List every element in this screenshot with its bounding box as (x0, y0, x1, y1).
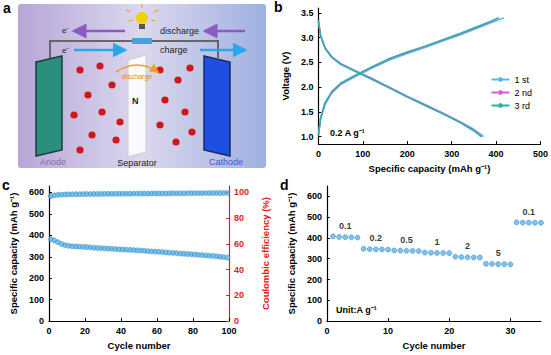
svg-text:Cycle number: Cycle number (403, 340, 466, 351)
svg-text:400: 400 (307, 233, 322, 243)
svg-text:500: 500 (533, 149, 548, 159)
svg-text:100: 100 (29, 295, 44, 305)
svg-text:400: 400 (489, 149, 504, 159)
svg-text:0: 0 (46, 326, 51, 336)
svg-text:0: 0 (317, 316, 322, 326)
svg-text:3 rd: 3 rd (514, 101, 530, 111)
svg-text:Coulombic efficiency (%): Coulombic efficiency (%) (260, 197, 271, 310)
svg-text:Specific capacity (mAh g⁻¹): Specific capacity (mAh g⁻¹) (369, 163, 491, 174)
svg-text:40: 40 (116, 326, 126, 336)
svg-text:1.5: 1.5 (301, 107, 314, 117)
svg-text:500: 500 (29, 209, 44, 219)
svg-text:e⁻: e⁻ (62, 26, 69, 35)
svg-text:0.2 A g⁻¹: 0.2 A g⁻¹ (330, 128, 365, 138)
svg-text:100: 100 (234, 187, 249, 197)
svg-text:100: 100 (222, 326, 237, 336)
svg-text:Specific capacity (mAh g⁻¹): Specific capacity (mAh g⁻¹) (286, 193, 297, 315)
svg-text:300: 300 (307, 254, 322, 264)
svg-text:600: 600 (307, 191, 322, 201)
svg-text:Cycle number: Cycle number (108, 340, 171, 351)
svg-text:Anode: Anode (40, 157, 66, 167)
svg-text:200: 200 (400, 149, 415, 159)
svg-text:0.1: 0.1 (339, 221, 352, 231)
svg-text:1.0: 1.0 (301, 132, 314, 142)
svg-text:60: 60 (152, 326, 162, 336)
svg-text:300: 300 (444, 149, 459, 159)
svg-text:1 st: 1 st (514, 75, 529, 85)
svg-text:0: 0 (324, 326, 329, 336)
svg-text:Specific capacity (mAh g⁻¹): Specific capacity (mAh g⁻¹) (8, 193, 19, 315)
svg-text:2.0: 2.0 (301, 82, 314, 92)
svg-text:Voltage (V): Voltage (V) (280, 52, 291, 101)
svg-text:Unit:A g⁻¹: Unit:A g⁻¹ (336, 305, 377, 315)
svg-text:Cathode: Cathode (209, 157, 243, 167)
svg-text:2.5: 2.5 (301, 57, 314, 67)
svg-text:Separator: Separator (117, 158, 157, 168)
svg-text:80: 80 (188, 326, 198, 336)
svg-text:60: 60 (234, 239, 244, 249)
svg-text:0.2: 0.2 (370, 233, 383, 243)
svg-text:0.1: 0.1 (523, 207, 536, 217)
svg-text:0.5: 0.5 (400, 235, 413, 245)
svg-text:a: a (3, 0, 11, 16)
svg-text:30: 30 (505, 326, 515, 336)
svg-text:400: 400 (29, 230, 44, 240)
svg-text:discharge: discharge (122, 73, 152, 81)
svg-text:600: 600 (29, 187, 44, 197)
svg-text:2 nd: 2 nd (514, 88, 532, 98)
svg-text:5: 5 (496, 248, 501, 258)
svg-text:20: 20 (234, 290, 244, 300)
svg-text:0: 0 (39, 316, 44, 326)
svg-text:0: 0 (234, 316, 239, 326)
svg-text:40: 40 (234, 265, 244, 275)
svg-text:e⁻: e⁻ (62, 46, 69, 55)
svg-text:1: 1 (435, 237, 440, 247)
svg-text:20: 20 (444, 326, 454, 336)
svg-text:2: 2 (465, 241, 470, 251)
svg-text:N: N (132, 96, 139, 106)
svg-text:100: 100 (355, 149, 370, 159)
svg-text:500: 500 (307, 212, 322, 222)
svg-text:c: c (2, 178, 10, 193)
svg-text:200: 200 (307, 275, 322, 285)
svg-text:discharge: discharge (160, 26, 199, 36)
svg-text:d: d (280, 178, 289, 193)
svg-text:3.0: 3.0 (301, 33, 314, 43)
svg-text:100: 100 (307, 295, 322, 305)
svg-text:charge: charge (160, 45, 188, 55)
svg-text:80: 80 (234, 213, 244, 223)
svg-text:10: 10 (383, 326, 393, 336)
svg-text:20: 20 (80, 326, 90, 336)
svg-text:3.5: 3.5 (301, 8, 314, 18)
svg-text:0: 0 (316, 149, 321, 159)
svg-text:b: b (274, 0, 283, 15)
svg-text:300: 300 (29, 252, 44, 262)
svg-text:200: 200 (29, 273, 44, 283)
